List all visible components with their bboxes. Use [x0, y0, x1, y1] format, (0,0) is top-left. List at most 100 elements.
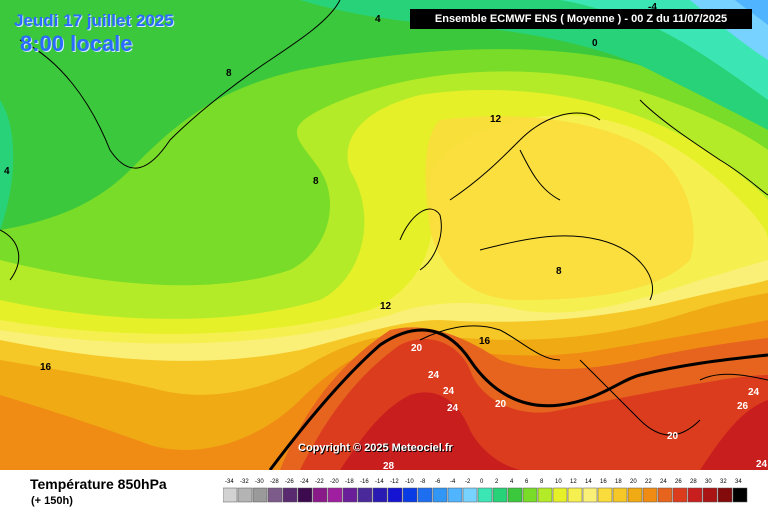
legend-tick-label: 16	[600, 479, 607, 485]
legend-swatch	[522, 487, 538, 503]
legend-swatch	[582, 487, 598, 503]
legend-swatch	[372, 487, 388, 503]
legend-tick-label: -14	[375, 479, 384, 485]
svg-text:8: 8	[556, 266, 562, 277]
svg-text:20: 20	[495, 399, 507, 410]
legend-swatch	[717, 487, 733, 503]
legend-tick-label: 28	[690, 479, 697, 485]
legend-tick-label: -12	[390, 479, 399, 485]
svg-text:24: 24	[443, 386, 455, 397]
lead-time: (+ 150h)	[31, 495, 73, 507]
legend-swatch	[672, 487, 688, 503]
svg-text:24: 24	[428, 370, 440, 381]
legend-tick-label: 14	[585, 479, 592, 485]
legend-tick-label: 12	[570, 479, 577, 485]
legend-tick-label: 24	[660, 479, 667, 485]
legend-tick-label: -28	[270, 479, 279, 485]
svg-text:-4: -4	[648, 2, 657, 13]
legend-swatch	[492, 487, 508, 503]
legend-swatch	[327, 487, 343, 503]
legend-swatch	[282, 487, 298, 503]
svg-text:8: 8	[313, 176, 319, 187]
svg-text:24: 24	[447, 403, 459, 414]
legend-swatch	[552, 487, 568, 503]
svg-text:0: 0	[592, 38, 598, 49]
legend-tick-label: -6	[435, 479, 441, 485]
svg-text:8: 8	[226, 68, 232, 79]
variable-title: Température 850hPa	[30, 476, 167, 492]
legend-tick-label: 22	[645, 479, 652, 485]
legend-swatch	[702, 487, 718, 503]
legend-tick-label: -20	[330, 479, 339, 485]
svg-text:20: 20	[667, 431, 679, 442]
svg-text:16: 16	[40, 362, 52, 373]
legend-swatch	[687, 487, 703, 503]
svg-text:12: 12	[380, 301, 392, 312]
legend-swatch	[267, 487, 283, 503]
legend-tick-label: 4	[510, 479, 514, 485]
legend-tick-label: 8	[540, 479, 544, 485]
legend-swatch	[357, 487, 373, 503]
color-legend: -34 -32 -30 -28 -26 -24 -22 -20 -18 -16 -14 -12 -10-…	[223, 479, 748, 503]
legend-swatch	[477, 487, 493, 503]
legend-tick-label: 10	[555, 479, 562, 485]
legend-swatch	[627, 487, 643, 503]
legend-tick-label: 26	[675, 479, 682, 485]
legend-tick-label: 18	[615, 479, 622, 485]
legend-tick-label: 6	[525, 479, 529, 485]
forecast-date: Jeudi 17 juillet 2025	[14, 11, 174, 30]
ensemble-run-label: Ensemble ECMWF ENS ( Moyenne ) - 00 Z du…	[410, 9, 752, 29]
svg-text:16: 16	[479, 336, 491, 347]
legend-tick-label: -22	[315, 479, 324, 485]
legend-tick-label: 20	[630, 479, 637, 485]
legend-tick-label: 0	[480, 479, 484, 485]
legend-swatch	[537, 487, 553, 503]
svg-text:28: 28	[383, 461, 395, 470]
legend-swatch	[732, 487, 748, 503]
legend-swatch	[462, 487, 478, 503]
legend-tick-label: -16	[360, 479, 369, 485]
legend-tick-label: -18	[345, 479, 354, 485]
legend-tick-label: 30	[705, 479, 712, 485]
legend-tick-label: 34	[735, 479, 742, 485]
legend-swatch	[223, 487, 238, 503]
svg-text:4: 4	[4, 166, 10, 177]
legend-swatch	[402, 487, 418, 503]
legend-tick-label: 32	[720, 479, 727, 485]
legend-tick-label: -32	[240, 479, 249, 485]
copyright-text: Copyright © 2025 Meteociel.fr	[298, 442, 453, 454]
legend-tick-label: -2	[465, 479, 471, 485]
svg-text:4: 4	[375, 14, 381, 25]
legend-tick-label: -4	[450, 479, 456, 485]
temperature-map: -4 4 4 0 8 12 8 8 12 16 16 20 24 24 24 2…	[0, 0, 768, 470]
legend-tick-label: -8	[420, 479, 426, 485]
legend-swatch	[507, 487, 523, 503]
legend-swatch	[342, 487, 358, 503]
legend-tick-label: 2	[495, 479, 499, 485]
legend-swatch	[297, 487, 313, 503]
svg-text:24: 24	[748, 387, 760, 398]
legend-swatch	[312, 487, 328, 503]
legend-swatch	[657, 487, 673, 503]
footer-bar: Température 850hPa (+ 150h) -34 -32 -30 -28…	[0, 470, 768, 512]
legend-swatch	[237, 487, 253, 503]
svg-text:20: 20	[411, 343, 423, 354]
legend-tick-label: -10	[405, 479, 414, 485]
legend-tick-label: -34	[225, 479, 234, 485]
forecast-time: 8:00 locale	[20, 31, 133, 56]
svg-text:12: 12	[490, 114, 502, 125]
legend-swatch	[597, 487, 613, 503]
legend-swatch	[417, 487, 433, 503]
svg-text:26: 26	[737, 401, 749, 412]
legend-tick-label: -24	[300, 479, 309, 485]
legend-swatch	[567, 487, 583, 503]
legend-swatch	[447, 487, 463, 503]
legend-swatch	[252, 487, 268, 503]
legend-swatch	[642, 487, 658, 503]
legend-tick-label: -26	[285, 479, 294, 485]
legend-tick-label: -30	[255, 479, 264, 485]
legend-swatch	[387, 487, 403, 503]
legend-swatch	[432, 487, 448, 503]
svg-text:24: 24	[756, 459, 768, 470]
